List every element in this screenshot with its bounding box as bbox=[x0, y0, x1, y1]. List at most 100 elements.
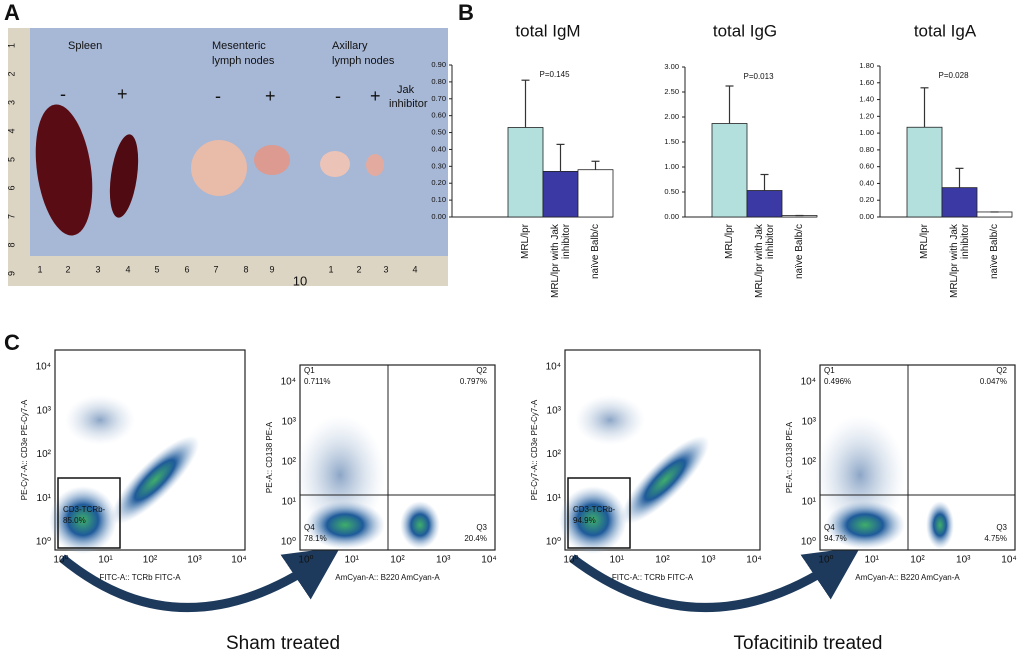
x-tick-label: 10⁰ bbox=[298, 555, 313, 566]
y-tick-label: 2.50 bbox=[664, 87, 679, 96]
chart-title: total IgG bbox=[713, 21, 777, 40]
y-tick-label: 10⁰ bbox=[36, 537, 51, 548]
x-tick-label: 10³ bbox=[701, 555, 716, 566]
ruler-number: 3 bbox=[95, 264, 100, 274]
photo-label: Jak bbox=[397, 84, 415, 96]
y-tick-label: 0.00 bbox=[859, 212, 874, 221]
cell-cloud bbox=[305, 501, 385, 549]
quadrant-percent: 4.75% bbox=[984, 534, 1007, 543]
gate bbox=[57, 477, 121, 549]
y-tick-label: 10¹ bbox=[37, 493, 52, 504]
cell-cloud bbox=[559, 486, 627, 554]
ruler-number: 1 bbox=[328, 264, 333, 274]
y-tick-label: 0.30 bbox=[431, 161, 446, 170]
x-tick-label: 10² bbox=[390, 555, 405, 566]
y-tick-label: 1.50 bbox=[664, 137, 679, 146]
x-tick-label: 10⁰ bbox=[563, 555, 578, 566]
cell-cloud bbox=[65, 395, 135, 445]
photo-label: + bbox=[265, 86, 276, 106]
photo-label: inhibitor bbox=[389, 98, 428, 110]
y-tick-label: 2.00 bbox=[664, 112, 679, 121]
y-tick-label: 1.60 bbox=[859, 78, 874, 87]
category-label: MRL/lpr bbox=[919, 224, 930, 260]
x-tick-label: 10¹ bbox=[865, 555, 880, 566]
bar bbox=[976, 211, 1013, 218]
quadrant-name: Q3 bbox=[476, 523, 487, 532]
y-tick-label: 10² bbox=[37, 449, 52, 460]
caption: Tofacitinib treated bbox=[734, 633, 883, 654]
y-tick-label: 3.00 bbox=[664, 62, 679, 71]
ruler-number: 9 bbox=[6, 271, 16, 276]
cell-cloud bbox=[110, 435, 200, 525]
y-tick-label: 0.80 bbox=[859, 145, 874, 154]
y-tick-label: 10⁴ bbox=[36, 362, 51, 373]
category-label: naïve Balb/c bbox=[590, 224, 601, 280]
y-tick-label: 1.20 bbox=[859, 111, 874, 120]
quadrant-name: Q2 bbox=[476, 366, 487, 375]
y-tick-label: 0.70 bbox=[431, 94, 446, 103]
chart-title: total IgM bbox=[515, 21, 580, 40]
bar bbox=[507, 127, 544, 218]
y-axis-label: PE-A:: CD138 PE-A bbox=[265, 421, 274, 493]
x-axis-label: FITC-A:: TCRb FITC-A bbox=[99, 573, 181, 582]
y-tick-label: 10² bbox=[282, 457, 297, 468]
cell-cloud bbox=[926, 501, 954, 549]
bar bbox=[906, 126, 943, 218]
cell-cloud bbox=[825, 501, 905, 549]
cell-cloud bbox=[575, 395, 645, 445]
ruler-number: 4 bbox=[125, 264, 130, 274]
ruler-number: 5 bbox=[154, 264, 159, 274]
ruler-number: 8 bbox=[243, 264, 248, 274]
bar bbox=[542, 170, 579, 218]
ruler-number: 7 bbox=[213, 264, 218, 274]
x-tick-label: 10² bbox=[655, 555, 670, 566]
category-label: MRL/lpr with Jak inhibitor bbox=[948, 224, 971, 298]
organ-photo bbox=[8, 28, 448, 286]
quadrant-percent: 0.711% bbox=[304, 377, 331, 386]
y-axis-label: PE-Cy7-A:: CD3e PE-Cy7-A bbox=[20, 399, 29, 500]
ruler-number: 5 bbox=[6, 157, 16, 162]
quadrant-percent: 0.047% bbox=[980, 377, 1007, 386]
y-tick-label: 10⁰ bbox=[546, 537, 561, 548]
y-axis-label: PE-A:: CD138 PE-A bbox=[785, 421, 794, 493]
caption: Sham treated bbox=[226, 633, 340, 654]
x-tick-label: 10¹ bbox=[610, 555, 625, 566]
y-tick-label: 10⁴ bbox=[546, 362, 561, 373]
quadrant-name: Q1 bbox=[824, 366, 835, 375]
quadrant-name: Q4 bbox=[824, 523, 835, 532]
ruler-number: 1 bbox=[6, 43, 16, 48]
photo-label: Spleen bbox=[68, 40, 102, 52]
arrow bbox=[569, 546, 861, 612]
ruler-number: 2 bbox=[356, 264, 361, 274]
photo-label: + bbox=[117, 84, 128, 104]
bar bbox=[577, 169, 614, 218]
photo-label: lymph nodes bbox=[212, 55, 275, 67]
x-tick-label: 10³ bbox=[956, 555, 971, 566]
quadrant-name: Q1 bbox=[304, 366, 315, 375]
y-tick-label: 0.00 bbox=[431, 212, 446, 221]
photo-label: - bbox=[60, 84, 66, 104]
gate bbox=[567, 477, 631, 549]
y-tick-label: 0.00 bbox=[664, 212, 679, 221]
y-tick-label: 0.50 bbox=[664, 187, 679, 196]
ruler-number: 6 bbox=[6, 185, 16, 190]
cell-cloud bbox=[49, 486, 117, 554]
x-tick-label: 10⁰ bbox=[818, 555, 833, 566]
y-tick-label: 10³ bbox=[547, 405, 562, 416]
x-tick-label: 10² bbox=[143, 555, 158, 566]
y-tick-label: 10¹ bbox=[282, 497, 297, 508]
ruler-number: 1 bbox=[37, 264, 42, 274]
category-label: MRL/lpr with Jak inhibitor bbox=[753, 224, 776, 298]
gate-percent: 94.9% bbox=[573, 516, 596, 525]
y-tick-label: 10¹ bbox=[547, 493, 562, 504]
ruler-number: 2 bbox=[6, 71, 16, 76]
quadrant-name: Q4 bbox=[304, 523, 315, 532]
x-tick-label: 10⁴ bbox=[746, 555, 761, 566]
x-tick-label: 10³ bbox=[436, 555, 451, 566]
y-tick-label: 0.60 bbox=[431, 111, 446, 120]
x-tick-label: 10⁴ bbox=[1001, 555, 1016, 566]
x-tick-label: 10⁴ bbox=[231, 555, 246, 566]
y-tick-label: 1.00 bbox=[859, 128, 874, 137]
category-label: MRL/lpr with Jak inhibitor bbox=[549, 224, 572, 298]
